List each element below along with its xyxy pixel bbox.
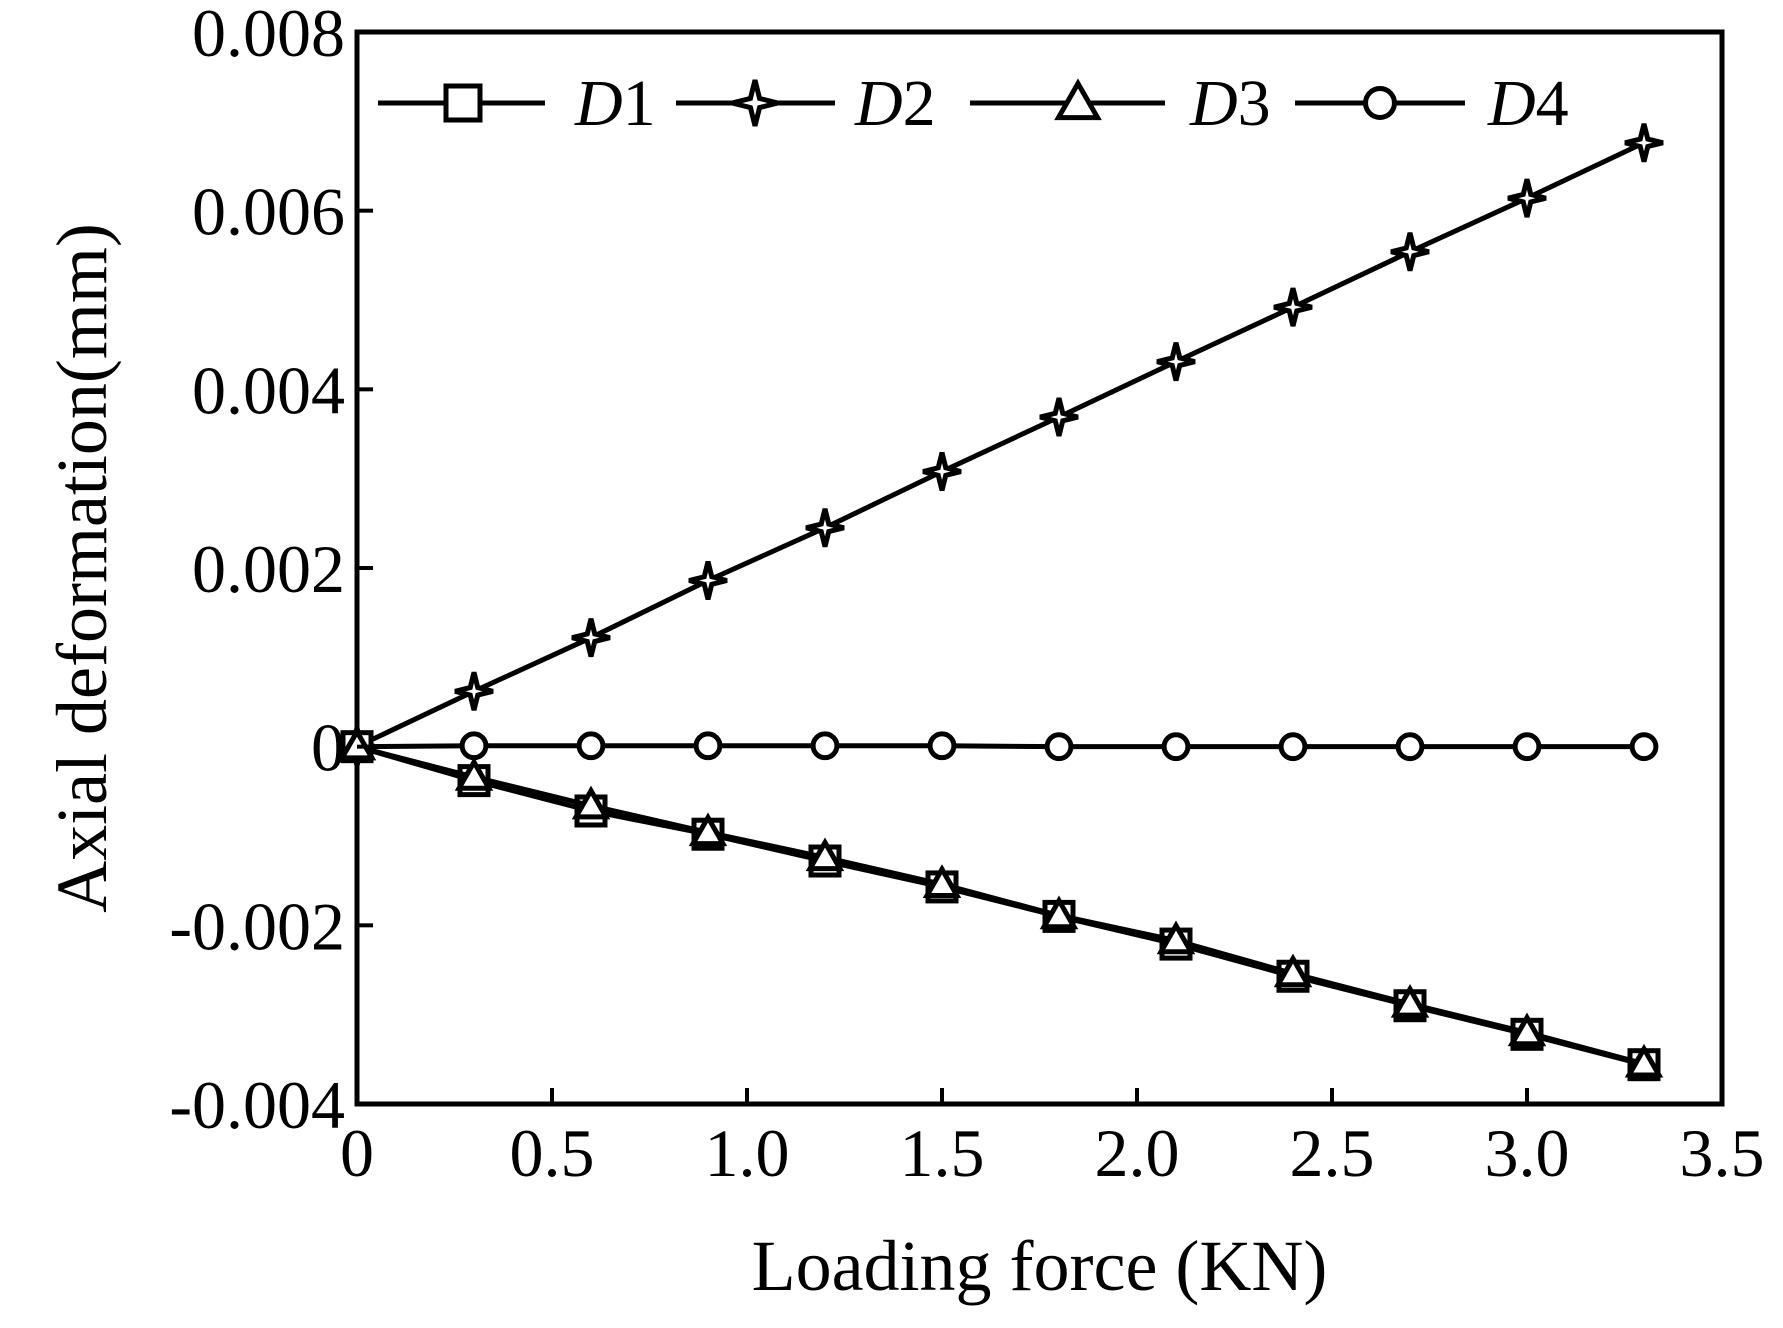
data-point-D2 [1273, 287, 1313, 327]
data-point-D3 [1390, 983, 1430, 1018]
data-point-D4 [1629, 732, 1659, 762]
data-point-D2 [688, 561, 728, 601]
data-point-D3 [922, 864, 962, 898]
plot-frame-group [354, 29, 1725, 1107]
y-tick-label: -0.002 [169, 888, 345, 964]
data-point-D4 [1395, 732, 1425, 762]
x-tick-label: 0 [340, 1115, 374, 1191]
series-D3 [337, 726, 1664, 1078]
y-tick-label: -0.004 [169, 1067, 345, 1143]
data-point-D2 [805, 508, 845, 548]
legend-label-letter: D [1487, 67, 1536, 140]
plot-frame [354, 29, 1725, 1107]
data-point-D3 [805, 837, 845, 872]
data-point-D3 [1507, 1012, 1547, 1047]
legend-label: D2 [854, 67, 936, 140]
legend-item-D3: D3 [970, 67, 1271, 140]
legend-label-number: 4 [1536, 67, 1569, 140]
legend-item-D1: D1 [378, 67, 656, 140]
legend-item-D4: D4 [1295, 67, 1569, 140]
legend-marker-D2 [731, 79, 779, 127]
series-D1 [340, 730, 1661, 1082]
legend-marker-D3 [1054, 78, 1102, 121]
legend-label-letter: D [574, 67, 623, 140]
data-point-D4 [1278, 732, 1308, 762]
legend-label-letter: D [854, 67, 903, 140]
legend-label: D1 [574, 67, 656, 140]
x-tick-label: 2.0 [1095, 1115, 1180, 1191]
series-line-D3 [356, 744, 1645, 1067]
x-tick-label: 1.0 [705, 1115, 790, 1191]
data-point-D2 [1039, 397, 1079, 437]
y-tick-label: 0.008 [192, 0, 345, 71]
y-tick-label: 0 [311, 710, 345, 786]
data-point-D2 [1390, 232, 1430, 272]
data-point-D2 [1624, 123, 1664, 163]
y-tick-label: 0.004 [192, 352, 345, 428]
x-tick-label: 3.5 [1680, 1115, 1765, 1191]
legend-label: D4 [1487, 67, 1569, 140]
series-line-D4 [356, 743, 1644, 750]
data-point-D4 [1044, 732, 1074, 762]
series-line-D2 [355, 140, 1646, 749]
ticks-group: 0 0.5 1.0 1.5 2.0 2.5 3.0 3.5 -0.004 -0.002 0 0.002… [169, 0, 1764, 1191]
x-tick-label: 1.5 [900, 1115, 985, 1191]
legend-marker-D4 [1363, 86, 1397, 120]
legend-label: D3 [1189, 67, 1271, 140]
data-point-D3 [454, 757, 494, 791]
x-tick-label: 0.5 [510, 1115, 595, 1191]
data-point-D2 [1507, 178, 1547, 218]
legend-label-letter: D [1189, 67, 1238, 140]
legend-marker-D1 [443, 83, 483, 123]
data-point-D2 [1156, 342, 1196, 382]
data-point-D4 [1512, 732, 1542, 762]
data-point-D4 [459, 731, 489, 761]
series-D4 [342, 731, 1659, 762]
data-point-D3 [1624, 1043, 1664, 1078]
y-tick-label: 0.006 [192, 174, 345, 250]
legend-label-number: 1 [623, 67, 656, 140]
data-point-D4 [810, 731, 840, 761]
data-point-D2 [922, 452, 962, 492]
data-point-D3 [1156, 920, 1196, 955]
legend-item-D2: D2 [676, 67, 936, 140]
data-point-D4 [1161, 732, 1191, 762]
y-axis-title: Axial deformation(mm) [42, 223, 122, 913]
data-point-D4 [927, 731, 957, 761]
x-axis-title: Loading force (KN) [752, 1226, 1328, 1306]
data-point-D2 [571, 618, 611, 658]
legend-label-number: 3 [1238, 67, 1271, 140]
series-D2 [337, 123, 1664, 767]
legend-label-number: 2 [903, 67, 936, 140]
y-tick-label: 0.002 [192, 531, 345, 607]
data-point-D3 [571, 785, 611, 820]
legend: D1 D2 D3 D4 [378, 67, 1569, 140]
data-point-D4 [576, 731, 606, 761]
data-point-D2 [454, 671, 494, 711]
data-point-D3 [1039, 895, 1079, 930]
data-point-D3 [688, 812, 728, 847]
x-tick-label: 2.5 [1290, 1115, 1375, 1191]
data-point-D4 [693, 731, 723, 761]
data-point-D3 [1273, 953, 1313, 988]
x-tick-label: 3.0 [1485, 1115, 1570, 1191]
series-group [337, 123, 1664, 1082]
